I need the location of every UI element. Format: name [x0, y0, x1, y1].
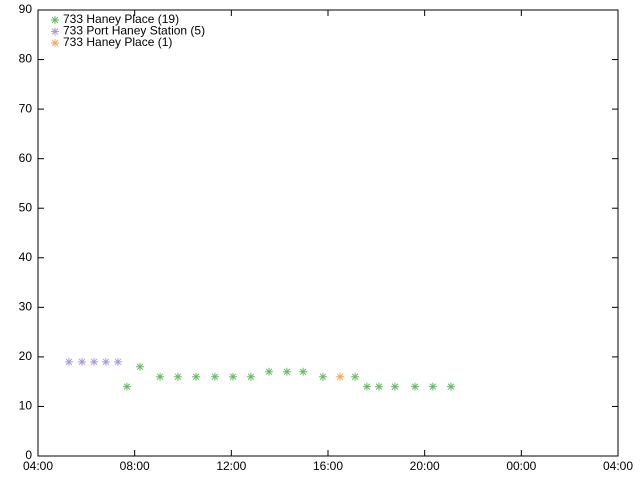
- x-tick-label: 04:00: [603, 459, 633, 473]
- point: [318, 372, 327, 381]
- legend-label: 733 Port Haney Station (5): [63, 24, 205, 38]
- x-tick-label: 12:00: [216, 459, 246, 473]
- y-tick-label: 60: [19, 151, 33, 165]
- y-tick-label: 20: [19, 349, 33, 363]
- y-tick-label: 70: [19, 101, 33, 115]
- point: [362, 382, 371, 391]
- point: [122, 382, 131, 391]
- point: [336, 372, 345, 381]
- point: [411, 382, 419, 391]
- point: [64, 357, 73, 366]
- point: [265, 367, 274, 376]
- point: [246, 372, 255, 381]
- y-tick-label: 0: [25, 448, 32, 462]
- point: [135, 362, 144, 371]
- y-tick-label: 80: [19, 52, 33, 66]
- y-tick-label: 50: [19, 200, 33, 214]
- x-tick-label: 04:00: [23, 459, 53, 473]
- legend-marker: [51, 27, 59, 36]
- point: [77, 357, 86, 366]
- point: [229, 372, 238, 381]
- point: [390, 382, 399, 391]
- point: [173, 372, 182, 381]
- point: [351, 372, 360, 381]
- y-tick-label: 10: [19, 399, 33, 413]
- y-tick-label: 30: [19, 300, 33, 314]
- y-tick-label: 40: [19, 250, 33, 264]
- point: [374, 382, 383, 391]
- point: [210, 372, 219, 381]
- legend-marker: [51, 39, 59, 47]
- point: [90, 357, 99, 366]
- point: [299, 367, 308, 376]
- point: [156, 372, 165, 381]
- y-tick-label: 90: [19, 2, 33, 16]
- x-tick-label: 20:00: [410, 459, 440, 473]
- point: [101, 357, 110, 366]
- point: [192, 372, 201, 381]
- x-tick-label: 00:00: [506, 459, 536, 473]
- point: [428, 382, 437, 391]
- legend-label: 733 Haney Place (1): [63, 35, 172, 49]
- point: [447, 382, 456, 391]
- x-tick-label: 16:00: [313, 459, 343, 473]
- point: [113, 357, 122, 366]
- x-tick-label: 08:00: [120, 459, 150, 473]
- legend-marker: [51, 16, 59, 24]
- legend-label: 733 Haney Place (19): [63, 12, 179, 26]
- point: [282, 367, 291, 376]
